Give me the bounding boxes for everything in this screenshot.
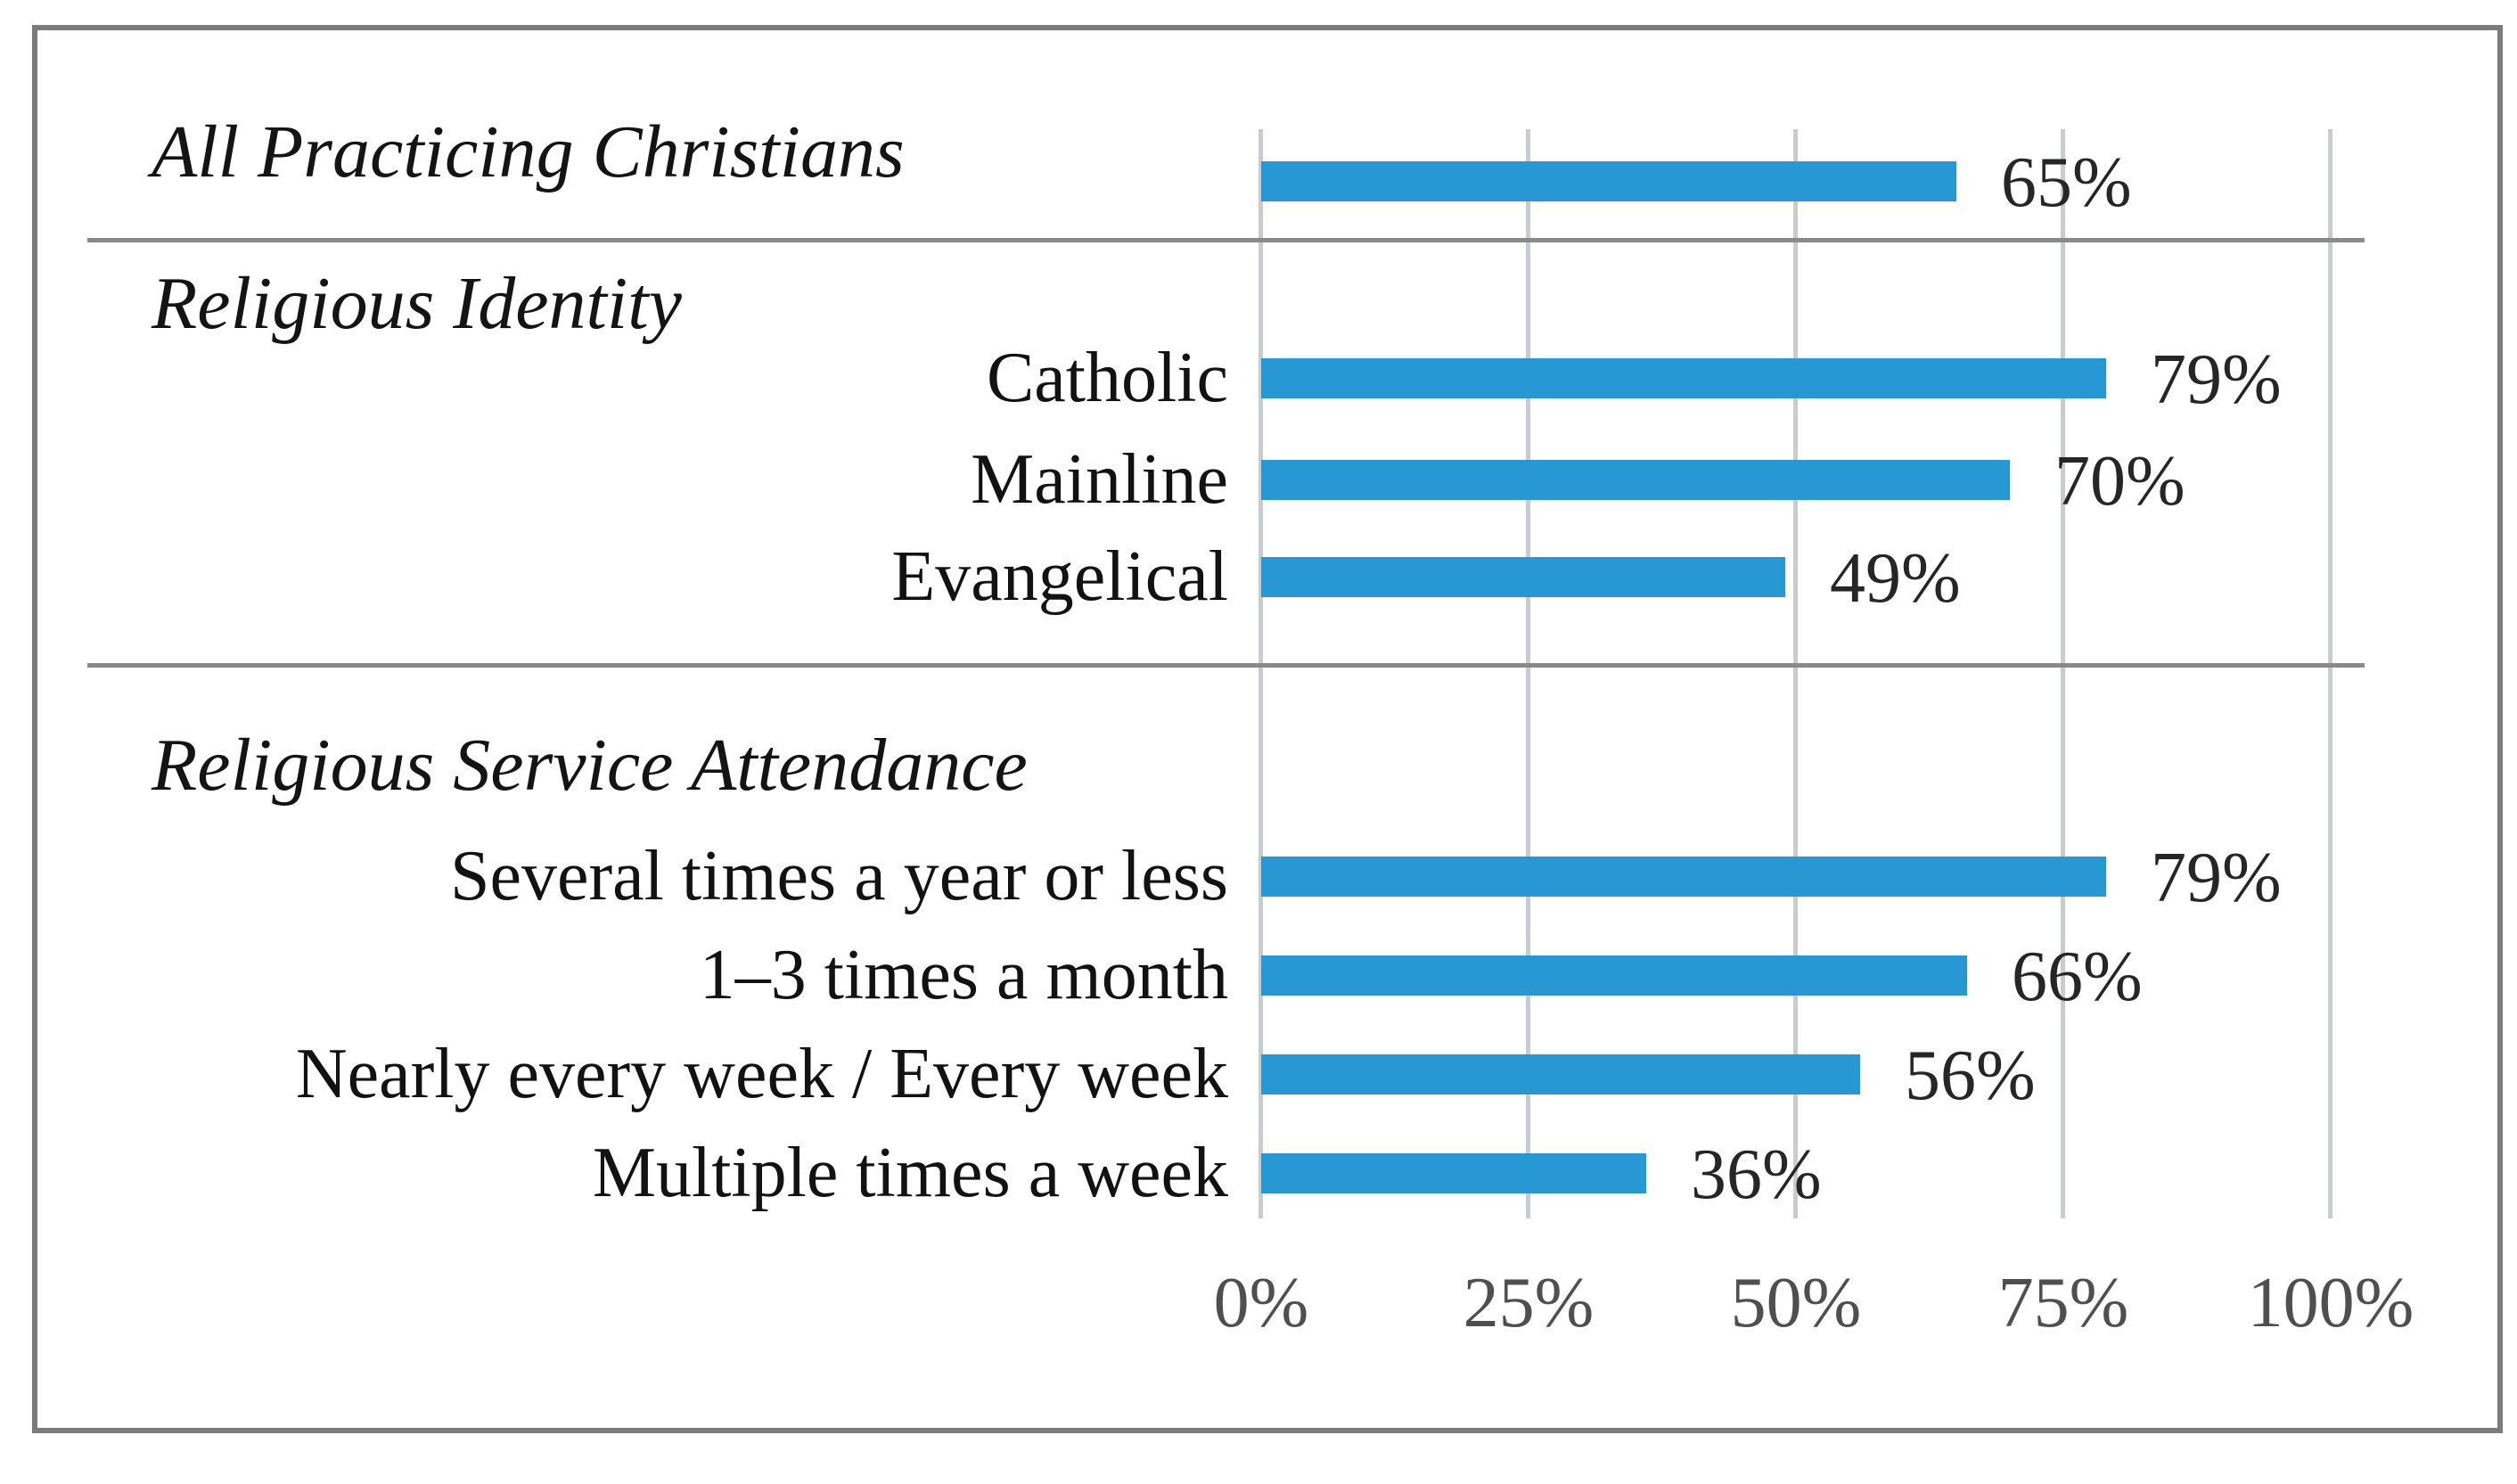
bar xyxy=(1261,955,1967,996)
x-axis-tick: 0% xyxy=(1213,1264,1309,1342)
bar xyxy=(1261,1054,1860,1095)
x-axis-tick: 25% xyxy=(1463,1264,1595,1342)
value-label: 65% xyxy=(2001,143,2132,222)
chart-border xyxy=(32,25,2503,1433)
bar xyxy=(1261,358,2106,398)
section-header: All Practicing Christians xyxy=(152,111,905,193)
section-header: Religious Identity xyxy=(152,262,682,345)
section-divider xyxy=(87,238,2365,242)
gridline-100 xyxy=(2328,129,2333,1218)
value-label: 66% xyxy=(2012,938,2143,1016)
bar xyxy=(1261,1153,1646,1193)
section-header: Religious Service Attendance xyxy=(152,724,1028,807)
section-divider xyxy=(87,663,2365,668)
category-label: Several times a year or less xyxy=(449,837,1228,915)
category-label: Catholic xyxy=(986,339,1228,417)
value-label: 70% xyxy=(2054,442,2185,521)
value-label: 79% xyxy=(2151,839,2282,917)
gridline-25 xyxy=(1526,129,1530,1218)
bar xyxy=(1261,161,1956,201)
bar xyxy=(1261,460,2010,500)
gridline-75 xyxy=(2061,129,2065,1218)
gridline-50 xyxy=(1793,129,1798,1218)
x-axis-tick: 50% xyxy=(1730,1264,1862,1342)
value-label: 36% xyxy=(1691,1136,1822,1214)
category-label: Multiple times a week xyxy=(592,1134,1228,1212)
bar xyxy=(1261,557,1785,597)
x-axis-tick: 75% xyxy=(1997,1264,2129,1342)
category-label: Evangelical xyxy=(891,537,1228,616)
value-label: 56% xyxy=(1905,1037,2036,1115)
gridline-0 xyxy=(1258,129,1263,1218)
bar xyxy=(1261,857,2106,897)
value-label: 79% xyxy=(2151,340,2282,419)
x-axis-tick: 100% xyxy=(2247,1264,2415,1342)
value-label: 49% xyxy=(1830,539,1961,618)
category-label: 1–3 times a month xyxy=(699,936,1228,1014)
category-label: Nearly every week / Every week xyxy=(295,1035,1228,1113)
category-label: Mainline xyxy=(971,440,1228,519)
